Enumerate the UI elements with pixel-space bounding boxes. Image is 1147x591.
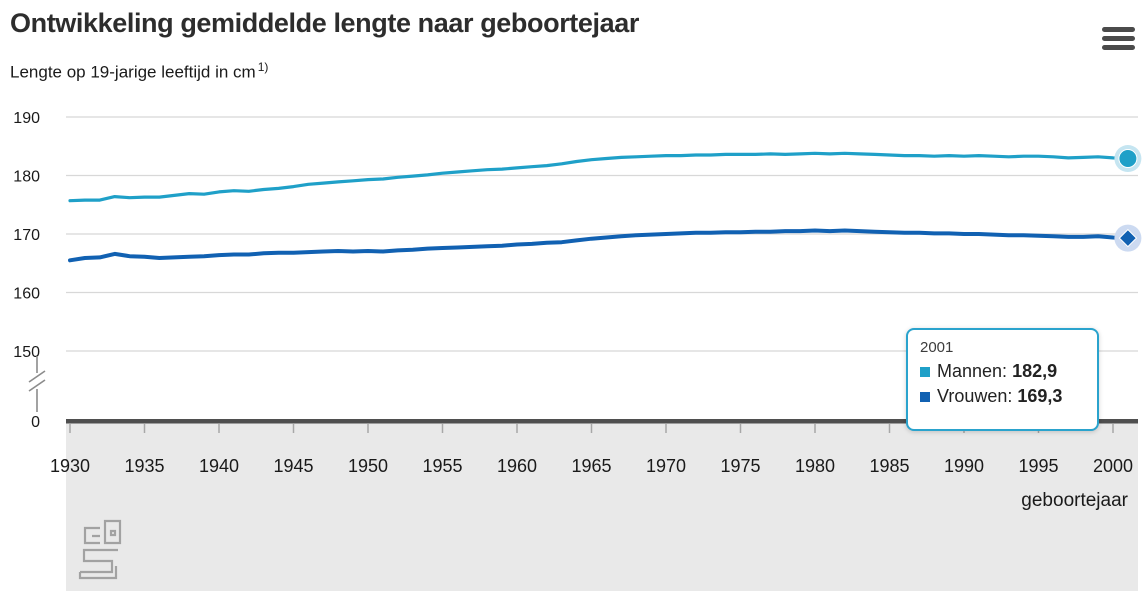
x-tick-label: 1980 (795, 456, 835, 476)
tooltip-row-vrouwen: Vrouwen: 169,3 (920, 384, 1085, 409)
y-tick-label: 0 (31, 414, 40, 431)
x-tick-label: 1935 (124, 456, 164, 476)
tooltip-value: 182,9 (1012, 361, 1058, 381)
y-tick-label: 160 (13, 286, 40, 303)
x-tick-label: 1950 (348, 456, 388, 476)
y-tick-label: 150 (13, 344, 40, 361)
x-tick-label: 1995 (1018, 456, 1058, 476)
tooltip-label: Vrouwen: (937, 386, 1013, 406)
tooltip-year: 2001 (920, 339, 954, 356)
footnote-marker: 1) (257, 60, 269, 74)
x-tick-label: 1975 (720, 456, 760, 476)
mannen-line[interactable] (68, 151, 1130, 203)
chart-subtitle: Lengte op 19-jarige leeftijd in cm 1) (10, 60, 268, 83)
x-tick-label: 1990 (944, 456, 984, 476)
x-axis-title: geboortejaar (1021, 490, 1128, 511)
x-axis-line (66, 419, 1138, 424)
mannen-swatch-icon (920, 367, 930, 377)
x-tick-label: 1970 (646, 456, 686, 476)
cbs-logo (78, 519, 122, 580)
hamburger-menu-icon[interactable] (1102, 27, 1135, 54)
x-tick-label: 1955 (422, 456, 462, 476)
hamburger-bar (1102, 45, 1135, 50)
x-tick-label: 1960 (497, 456, 537, 476)
tooltip-value: 169,3 (1017, 386, 1063, 406)
plot-bottom-band (66, 423, 1138, 591)
x-tick-label: 1945 (273, 456, 313, 476)
tooltip-row-mannen: Mannen: 182,9 (920, 359, 1085, 384)
mannen-end-marker[interactable] (1118, 149, 1138, 169)
x-tick-label: 2000 (1093, 456, 1133, 476)
x-tick-label: 1940 (199, 456, 239, 476)
x-tick-label: 1930 (50, 456, 90, 476)
tooltip-label: Mannen: (937, 361, 1008, 381)
hamburger-bar (1102, 36, 1135, 41)
y-tick-label: 190 (13, 110, 40, 127)
page-title: Ontwikkeling gemiddelde lengte naar gebo… (10, 8, 639, 38)
vrouwen-line[interactable] (68, 228, 1130, 263)
chart-tooltip: 2001 Mannen: 182,9 Vrouwen: 169,3 (906, 328, 1099, 431)
subtitle-text: Lengte op 19-jarige leeftijd in cm (10, 62, 256, 82)
vrouwen-end-marker[interactable] (1118, 228, 1138, 248)
x-tick-label: 1965 (571, 456, 611, 476)
x-tick-label: 1985 (869, 456, 909, 476)
axis-break-icon (28, 356, 46, 412)
hamburger-bar (1102, 27, 1135, 32)
y-tick-label: 170 (13, 227, 40, 244)
vrouwen-swatch-icon (920, 392, 930, 402)
y-tick-label: 180 (13, 169, 40, 186)
